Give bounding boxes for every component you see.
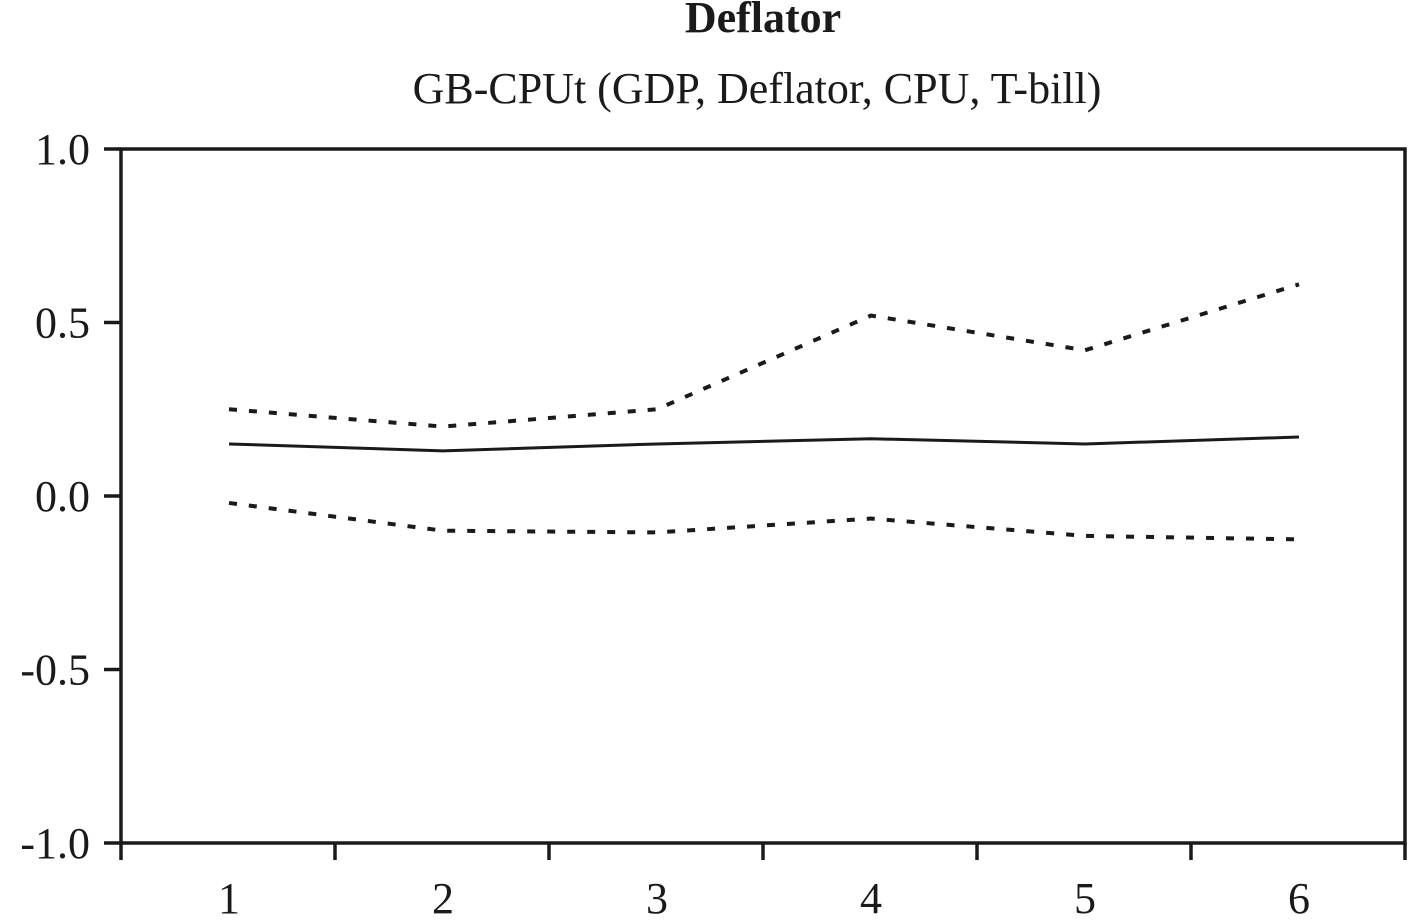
- x-tick-label: 2: [432, 874, 454, 920]
- x-tick-label: 4: [860, 874, 882, 920]
- x-tick-label: 5: [1074, 874, 1096, 920]
- series-line-dotted-1: [228, 282, 1300, 429]
- plot-frame: [119, 147, 1407, 845]
- y-tick-label: -0.5: [20, 646, 90, 695]
- y-axis: 1.0 0.5 0.0 -0.5 -1.0: [20, 125, 121, 868]
- chart-subtitle: GB-CPUt (GDP, Deflator, CPU, T-bill): [413, 64, 1102, 113]
- y-tick-label: 1.0: [35, 125, 90, 174]
- chart-title: Deflator: [685, 0, 841, 42]
- x-tick-label: 1: [218, 874, 240, 920]
- y-tick-label: -1.0: [20, 819, 90, 868]
- series-layer: [228, 282, 1300, 542]
- series-line-solid: [228, 435, 1300, 453]
- y-tick-label: 0.0: [35, 472, 90, 521]
- x-tick-label: 6: [1288, 874, 1310, 920]
- y-tick-label: 0.5: [35, 299, 90, 348]
- x-axis: 1 2 3 4 5 6: [119, 843, 1407, 920]
- x-tick-label: 3: [646, 874, 668, 920]
- series-line-dotted-2: [228, 500, 1300, 542]
